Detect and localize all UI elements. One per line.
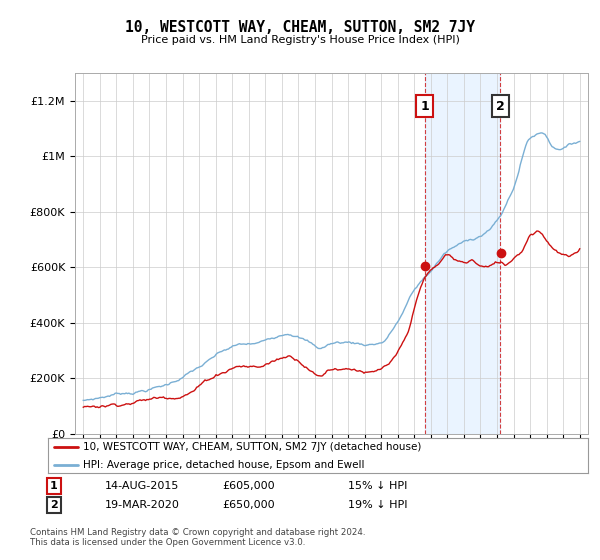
Text: £605,000: £605,000 [222,481,275,491]
Text: 10, WESTCOTT WAY, CHEAM, SUTTON, SM2 7JY: 10, WESTCOTT WAY, CHEAM, SUTTON, SM2 7JY [125,20,475,35]
Text: Price paid vs. HM Land Registry's House Price Index (HPI): Price paid vs. HM Land Registry's House … [140,35,460,45]
Text: 14-AUG-2015: 14-AUG-2015 [105,481,179,491]
Text: HPI: Average price, detached house, Epsom and Ewell: HPI: Average price, detached house, Epso… [83,460,365,469]
Text: 1: 1 [420,100,429,113]
Text: 2: 2 [50,500,58,510]
Text: 15% ↓ HPI: 15% ↓ HPI [348,481,407,491]
Text: 1: 1 [50,481,58,491]
Text: £650,000: £650,000 [222,500,275,510]
Text: 19-MAR-2020: 19-MAR-2020 [105,500,180,510]
Text: 19% ↓ HPI: 19% ↓ HPI [348,500,407,510]
Bar [425,73,500,434]
Text: 2: 2 [496,100,505,113]
Text: 10, WESTCOTT WAY, CHEAM, SUTTON, SM2 7JY (detached house): 10, WESTCOTT WAY, CHEAM, SUTTON, SM2 7JY… [83,442,421,452]
Text: Contains HM Land Registry data © Crown copyright and database right 2024.
This d: Contains HM Land Registry data © Crown c… [30,528,365,547]
